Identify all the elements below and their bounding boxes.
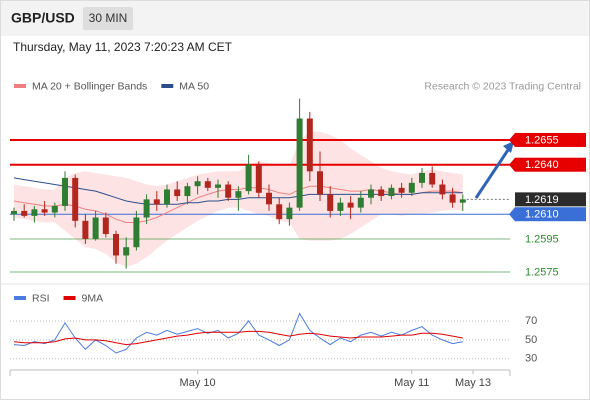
x-tick-label: May 11 — [394, 377, 429, 389]
candle-body — [82, 220, 89, 239]
candle-body — [51, 205, 58, 213]
level-box-tip — [509, 157, 515, 172]
x-tick-label: May 10 — [180, 377, 216, 389]
legend-swatch — [161, 84, 174, 88]
rsi-line — [13, 330, 463, 346]
candle-body — [245, 164, 252, 192]
candle-body — [388, 187, 395, 197]
y-tick-label: 50 — [525, 334, 537, 346]
candle-body — [123, 247, 130, 256]
level-box — [515, 157, 586, 172]
symbol: GBP/USD — [11, 10, 75, 26]
candle-body — [449, 194, 456, 203]
level-label: 1.2610 — [525, 209, 559, 221]
candle-body — [92, 217, 99, 239]
candle-body — [164, 189, 170, 205]
candle-body — [276, 204, 283, 220]
candle-body — [408, 182, 415, 193]
legend-label: 9MA — [82, 292, 104, 304]
candle-body — [72, 177, 79, 221]
legend-swatch — [63, 296, 76, 300]
candle-body — [398, 187, 405, 193]
legend-swatch — [14, 296, 26, 300]
candle-body — [174, 189, 181, 197]
candle-body — [357, 197, 364, 208]
level-label: 1.2655 — [525, 134, 559, 146]
legend-label: RSI — [32, 292, 50, 304]
candle-body — [296, 118, 303, 208]
candle-body — [327, 194, 334, 211]
candle-body — [31, 209, 38, 216]
candle-body — [429, 172, 436, 185]
level-box-tip — [509, 207, 515, 222]
y-tick-label: 30 — [525, 353, 537, 365]
datetime: Thursday, May 11, 2023 7:20:23 AM CET — [13, 40, 233, 54]
candle-body — [378, 189, 385, 197]
candle-body — [347, 202, 354, 208]
rsi-line — [13, 312, 463, 354]
legend-label: MA 20 + Bollinger Bands — [32, 80, 147, 92]
candle-body — [133, 217, 140, 248]
candle-body — [184, 186, 191, 197]
candle-body — [459, 199, 466, 203]
level-label: 1.2575 — [525, 266, 559, 278]
candle-body — [306, 118, 313, 172]
forecast-arrow — [474, 146, 512, 199]
candle-body — [255, 164, 262, 193]
level-box — [515, 132, 586, 147]
candle-body — [225, 184, 232, 198]
candle-body — [337, 202, 344, 211]
candle-body — [143, 199, 150, 218]
legend-swatch — [14, 84, 26, 88]
candle-body — [215, 184, 221, 188]
timeframe-badge[interactable] — [83, 7, 133, 30]
timeframe[interactable]: 30 MIN — [89, 11, 128, 25]
candle-body — [235, 191, 242, 198]
level-label: 1.2640 — [525, 159, 559, 171]
candle-body — [439, 184, 446, 195]
candle-body — [194, 181, 201, 187]
level-box-tip — [509, 132, 515, 147]
candle-body — [102, 217, 109, 235]
last-price-box — [515, 192, 586, 207]
candle-body — [41, 209, 48, 213]
plot — [11, 98, 466, 354]
candle-body — [204, 181, 211, 188]
credit: Research © 2023 Trading Central — [424, 80, 581, 92]
candle-body — [266, 192, 272, 205]
labels: MA 20 + Bollinger Bands MA 50 Research © 2… — [14, 80, 586, 389]
legend-label: MA 50 — [179, 80, 209, 92]
candle-body — [21, 210, 28, 216]
forecast-arrowhead — [503, 141, 514, 153]
candle-body — [153, 199, 160, 205]
y-tick-label: 70 — [525, 315, 537, 327]
candle-body — [113, 234, 119, 256]
last-price-label: 1.2619 — [525, 194, 559, 206]
candle-body — [286, 207, 293, 220]
candle-body — [368, 189, 374, 198]
candle-body — [317, 171, 323, 195]
x-tick-label: May 13 — [455, 377, 491, 389]
candle-body — [62, 177, 68, 206]
candle-body — [419, 172, 425, 183]
level-box — [515, 207, 586, 222]
candle-body — [11, 210, 17, 215]
level-label: 1.2595 — [525, 233, 559, 245]
